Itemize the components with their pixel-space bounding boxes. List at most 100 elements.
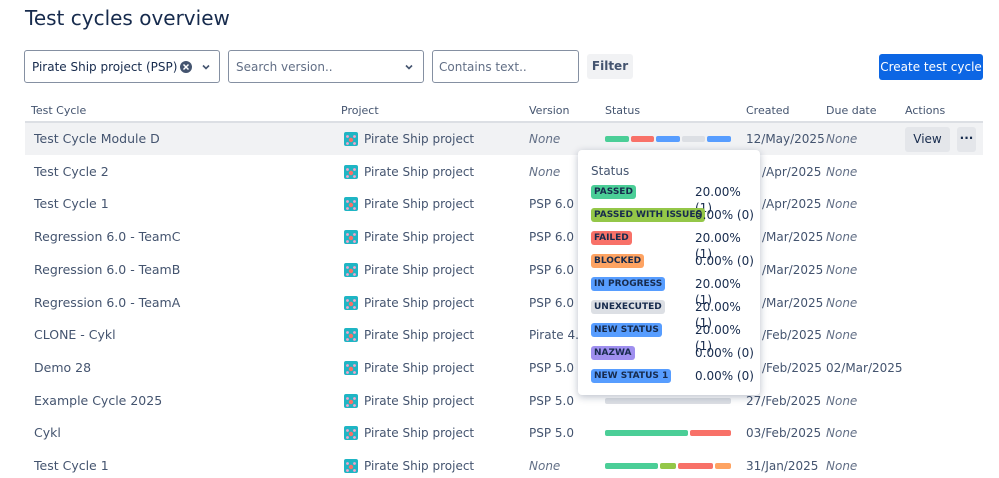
- project-name: Pirate Ship project: [364, 328, 475, 343]
- project-name: Pirate Ship project: [364, 360, 475, 375]
- header-divider: [25, 121, 983, 123]
- project-icon: [344, 197, 358, 212]
- more-button[interactable]: ···: [957, 127, 976, 152]
- status-segment: [707, 136, 731, 142]
- due-date: 02/Mar/2025: [826, 360, 903, 375]
- column-header: Created: [746, 104, 790, 117]
- status-segment: [605, 430, 689, 437]
- version: PSP 6.0: [529, 197, 574, 212]
- created-date: 12/May/2025: [746, 132, 825, 146]
- status-value: 20.00% (1): [695, 277, 741, 307]
- column-header: Version: [529, 104, 570, 117]
- status-segment: [678, 463, 713, 469]
- status-segment: [659, 463, 677, 469]
- column-header: Due date: [826, 104, 877, 117]
- project-select-value: Pirate Ship project (PSP): [32, 60, 178, 74]
- due-date: None: [826, 426, 858, 441]
- created-date: /Mar/2025: [762, 295, 824, 310]
- created-date: 27/Feb/2025: [746, 393, 822, 408]
- status-segment: [681, 136, 706, 142]
- version: None: [529, 459, 561, 473]
- due-date: None: [826, 459, 858, 473]
- created-date: /Apr/2025: [762, 197, 822, 212]
- clear-icon[interactable]: [179, 60, 193, 74]
- project-icon: [344, 459, 358, 473]
- version-search[interactable]: Search version..: [228, 50, 424, 83]
- created-date: /Mar/2025: [762, 262, 824, 277]
- column-header: Test Cycle: [31, 104, 87, 117]
- row-highlight: [25, 123, 983, 155]
- cycle-name: Regression 6.0 - TeamB: [34, 261, 181, 277]
- filter-button[interactable]: Filter: [587, 54, 633, 79]
- cycle-name: CLONE - Cykl: [34, 327, 116, 343]
- due-date: None: [826, 132, 858, 146]
- tooltip-title: Status: [591, 164, 630, 178]
- status-value: 20.00% (1): [695, 300, 741, 330]
- status-value: 20.00% (1): [695, 323, 741, 353]
- project-name: Pirate Ship project: [364, 393, 475, 408]
- version: None: [529, 164, 561, 179]
- project-name: Pirate Ship project: [364, 132, 475, 146]
- status-value: 20.00% (1): [695, 231, 741, 261]
- version-placeholder: Search version..: [236, 60, 333, 74]
- project-icon: [344, 360, 358, 375]
- view-button[interactable]: View: [905, 127, 950, 152]
- due-date: None: [826, 328, 858, 343]
- status-badge: IN PROGRESS: [591, 277, 666, 291]
- status-segment: [690, 430, 731, 437]
- cycle-name: Example Cycle 2025: [34, 392, 163, 408]
- chevron-icon: [405, 64, 413, 70]
- status-value: 0.00% (0): [695, 208, 754, 222]
- status-segment: [714, 463, 731, 469]
- chevron-icon: [202, 64, 210, 70]
- status-badge: FAILED: [591, 231, 632, 245]
- status-value: 0.00% (0): [695, 346, 754, 360]
- status-value: 0.00% (0): [695, 369, 754, 383]
- project-name: Pirate Ship project: [364, 459, 475, 473]
- status-badge: UNEXECUTED: [591, 300, 665, 314]
- created-date: /Feb/2025: [762, 360, 822, 375]
- created-date: /Feb/2025: [762, 328, 822, 343]
- column-header: Status: [605, 104, 641, 117]
- cycle-name: Cykl: [34, 425, 61, 441]
- cycle-name: Regression 6.0 - TeamC: [34, 229, 181, 245]
- cycle-name: Demo 28: [34, 359, 92, 375]
- text-placeholder: Contains text..: [439, 60, 527, 74]
- project-name: Pirate Ship project: [364, 426, 475, 441]
- page-title: Test cycles overview: [25, 6, 230, 30]
- status-tooltip: Status PASSED 20.00% (1) PASSED WITH ISSUE…: [578, 150, 760, 395]
- created-date: 31/Jan/2025: [746, 459, 819, 473]
- status-segment: [605, 136, 629, 142]
- version: None: [529, 132, 561, 146]
- status-value: 0.00% (0): [695, 254, 754, 268]
- status-segment: [605, 397, 731, 404]
- version: Pirate 4.0: [529, 328, 587, 343]
- status-badge: BLOCKED: [591, 254, 645, 268]
- created-date: 03/Feb/2025: [746, 426, 822, 441]
- version: PSP 5.0: [529, 426, 574, 441]
- text-search[interactable]: Contains text..: [432, 50, 579, 83]
- project-icon: [344, 262, 358, 277]
- version: PSP 5.0: [529, 393, 574, 408]
- created-date: /Apr/2025: [762, 164, 822, 179]
- cycle-name: Test Cycle 2: [34, 163, 109, 179]
- project-name: Pirate Ship project: [364, 230, 475, 245]
- project-icon: [344, 132, 358, 146]
- due-date: None: [826, 262, 858, 277]
- cycle-name: Test Cycle 1: [34, 458, 109, 473]
- create-button[interactable]: Create test cycle: [879, 54, 983, 80]
- status-segment: [630, 136, 655, 142]
- due-date: None: [826, 197, 858, 212]
- due-date: None: [826, 295, 858, 310]
- project-icon: [344, 164, 358, 179]
- project-name: Pirate Ship project: [364, 197, 475, 212]
- status-badge: NEW STATUS 1: [591, 369, 672, 383]
- due-date: None: [826, 393, 858, 408]
- project-icon: [344, 230, 358, 245]
- due-date: None: [826, 164, 858, 179]
- project-select[interactable]: Pirate Ship project (PSP): [24, 50, 220, 83]
- column-header: Actions: [905, 104, 946, 117]
- project-name: Pirate Ship project: [364, 262, 475, 277]
- cycle-name: Regression 6.0 - TeamA: [34, 294, 181, 310]
